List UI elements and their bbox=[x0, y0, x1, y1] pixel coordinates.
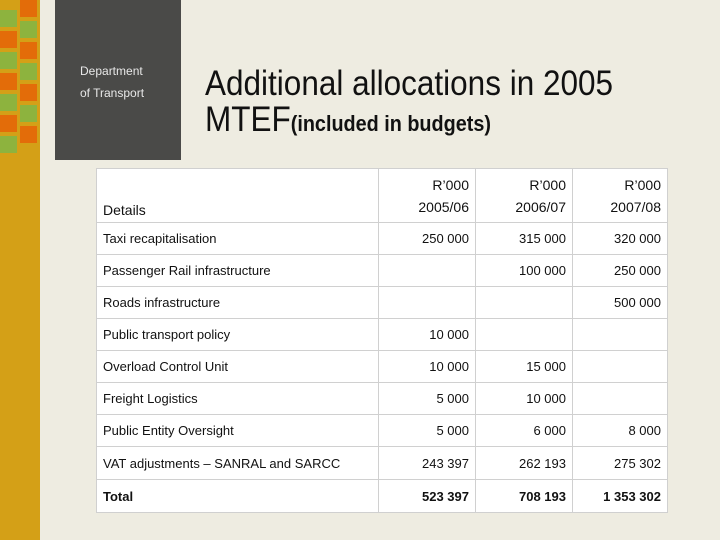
table-row: Public transport policy 10 000 bbox=[96, 318, 668, 351]
decorative-square bbox=[0, 31, 17, 48]
table-row: Passenger Rail infrastructure 100 000 250 … bbox=[96, 254, 668, 287]
table-cell: 10 000 bbox=[475, 382, 573, 415]
table-cell: 250 000 bbox=[378, 222, 476, 255]
table-cell bbox=[475, 318, 573, 351]
table-cell: 500 000 bbox=[572, 286, 668, 319]
table-cell: 275 302 bbox=[572, 446, 668, 480]
decorative-square bbox=[0, 94, 17, 111]
table-row: Freight Logistics 5 000 10 000 bbox=[96, 382, 668, 415]
row-label: Taxi recapitalisation bbox=[96, 222, 379, 255]
decorative-square bbox=[0, 10, 17, 27]
table-cell: 1 353 302 bbox=[572, 479, 668, 513]
table-row: Roads infrastructure 500 000 bbox=[96, 286, 668, 319]
table-cell bbox=[572, 382, 668, 415]
table-row: Taxi recapitalisation 250 000 315 000 320 0… bbox=[96, 222, 668, 255]
total-row: Total 523 397 708 193 1 353 302 bbox=[96, 479, 668, 513]
decorative-square bbox=[0, 73, 17, 90]
table-cell: 100 000 bbox=[475, 254, 573, 287]
table-cell: 523 397 bbox=[378, 479, 476, 513]
row-label: Freight Logistics bbox=[96, 382, 379, 415]
table-cell bbox=[378, 254, 476, 287]
row-label: Passenger Rail infrastructure bbox=[96, 254, 379, 287]
department-label: Department bbox=[80, 64, 143, 78]
table-cell bbox=[475, 286, 573, 319]
title-main: Additional allocations in 2005 MTEF bbox=[205, 64, 614, 139]
decorative-square bbox=[20, 84, 37, 101]
slide-title: Additional allocations in 2005 MTEF(incl… bbox=[205, 66, 655, 142]
table-row: VAT adjustments – SANRAL and SARCC 243 39… bbox=[96, 446, 668, 480]
table-cell: 5 000 bbox=[378, 414, 476, 447]
decorative-square bbox=[0, 136, 17, 153]
table-row: Overload Control Unit 10 000 15 000 bbox=[96, 350, 668, 383]
table-cell: 708 193 bbox=[475, 479, 573, 513]
table-cell: 10 000 bbox=[378, 318, 476, 351]
decorative-square bbox=[20, 126, 37, 143]
row-label: VAT adjustments – SANRAL and SARCC bbox=[96, 446, 379, 480]
table-header-row: Details R’000 2005/06 R’000 2006/07 R’000 2… bbox=[96, 168, 668, 223]
table-cell: 5 000 bbox=[378, 382, 476, 415]
table-cell bbox=[572, 350, 668, 383]
department-label-line2: of Transport bbox=[80, 86, 145, 100]
table-row: Public Entity Oversight 5 000 6 000 8 000 bbox=[96, 414, 668, 447]
row-label: Roads infrastructure bbox=[96, 286, 379, 319]
total-label: Total bbox=[96, 479, 379, 513]
column-header: R’000 2006/07 bbox=[475, 168, 573, 223]
decorative-square bbox=[20, 105, 37, 122]
decorative-square bbox=[20, 21, 37, 38]
table-cell: 243 397 bbox=[378, 446, 476, 480]
decorative-square bbox=[0, 52, 17, 69]
allocations-table: Details R’000 2005/06 R’000 2006/07 R’000 2… bbox=[96, 168, 668, 513]
decorative-square bbox=[20, 63, 37, 80]
row-label: Public transport policy bbox=[96, 318, 379, 351]
table-cell bbox=[572, 318, 668, 351]
table-cell: 15 000 bbox=[475, 350, 573, 383]
decorative-square bbox=[20, 42, 37, 59]
table-cell: 10 000 bbox=[378, 350, 476, 383]
decorative-square bbox=[20, 0, 37, 17]
column-header: R’000 2007/08 bbox=[572, 168, 668, 223]
table-cell: 6 000 bbox=[475, 414, 573, 447]
header-band bbox=[181, 0, 720, 160]
column-header: R’000 2005/06 bbox=[378, 168, 476, 223]
row-label: Public Entity Oversight bbox=[96, 414, 379, 447]
decorative-square bbox=[0, 115, 17, 132]
table-cell: 250 000 bbox=[572, 254, 668, 287]
table-cell: 320 000 bbox=[572, 222, 668, 255]
details-header: Details bbox=[96, 168, 379, 223]
table-cell bbox=[378, 286, 476, 319]
table-cell: 315 000 bbox=[475, 222, 573, 255]
title-subtitle: (included in budgets) bbox=[290, 111, 491, 136]
row-label: Overload Control Unit bbox=[96, 350, 379, 383]
department-panel bbox=[55, 0, 181, 160]
table-cell: 262 193 bbox=[475, 446, 573, 480]
table-cell: 8 000 bbox=[572, 414, 668, 447]
